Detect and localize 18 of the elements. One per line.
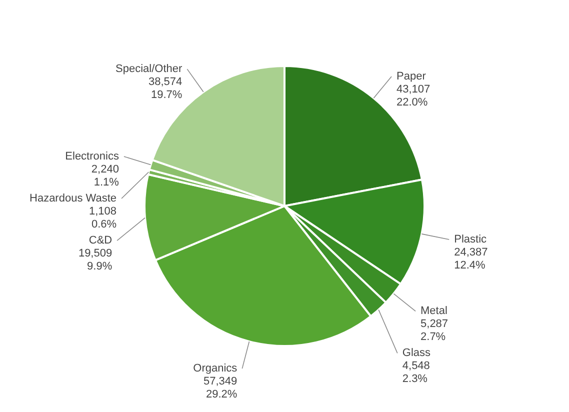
data-label: 1,108 0.6% <box>89 206 117 231</box>
data-label: 5,287 2.7% <box>420 318 448 344</box>
slice-label: Paper <box>396 70 426 82</box>
slice-label: Electronics <box>65 150 120 163</box>
data-label: 43,107 22.0% <box>396 83 430 108</box>
slice-label: Special/Other <box>116 63 182 76</box>
data-label: 19,509 9.9% <box>78 248 112 273</box>
data-label: 4,548 2.3% <box>402 360 430 386</box>
slice-label: Glass <box>402 347 432 360</box>
slice-label: Metal <box>420 305 448 318</box>
slice-label: Hazardous Waste <box>30 192 117 205</box>
slice-label: Plastic <box>454 234 488 246</box>
slice-label: Organics <box>193 362 238 375</box>
data-label: 2,240 1.1% <box>91 164 120 189</box>
data-label: 57,349 29.2% <box>204 376 238 401</box>
slice-label: C&D <box>88 234 112 247</box>
data-label: 24,387 12.4% <box>454 246 488 272</box>
data-label: 38,574 19.7% <box>148 76 182 102</box>
